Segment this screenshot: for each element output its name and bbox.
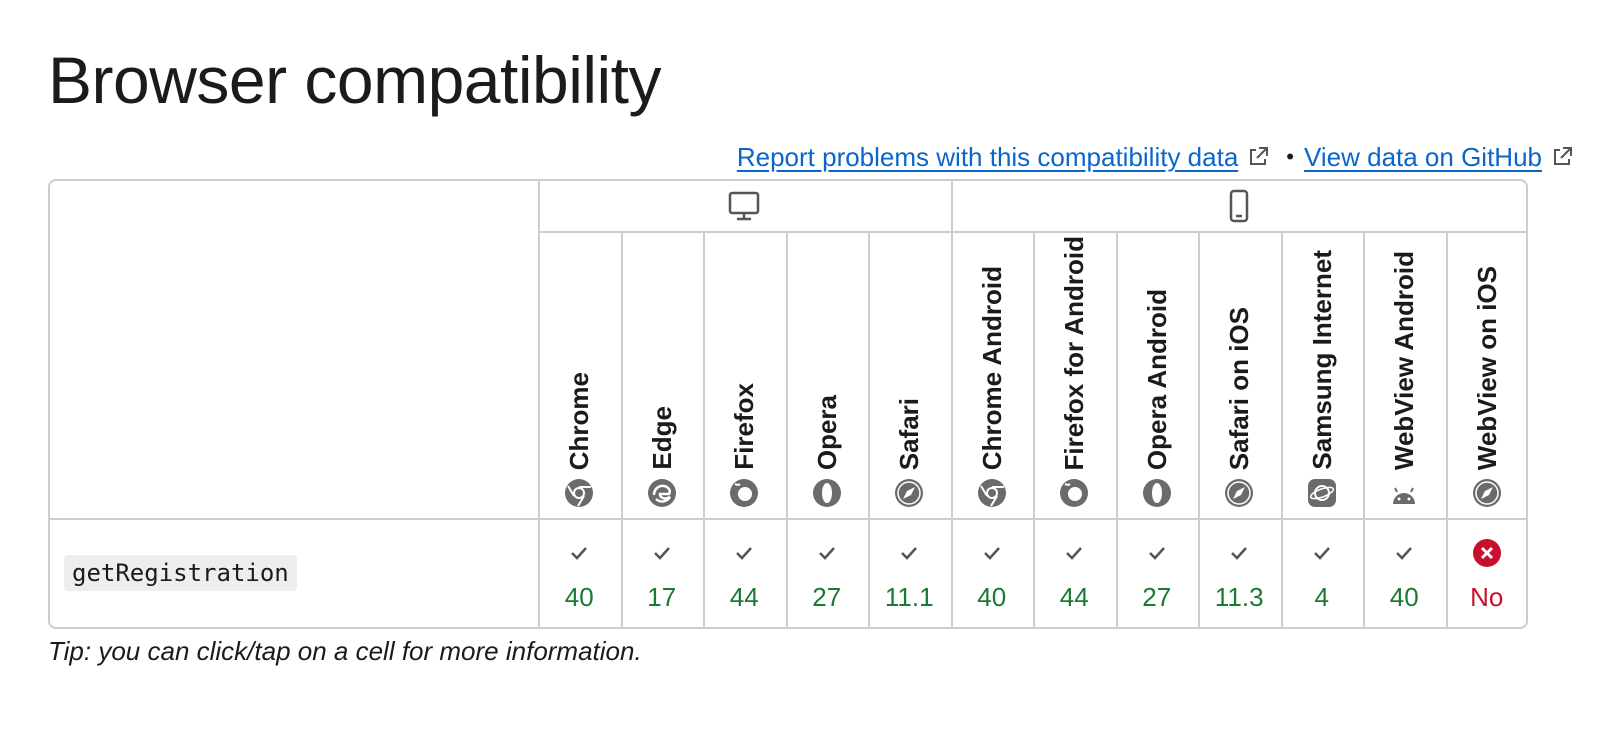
support-cell[interactable]: 11.3 xyxy=(1198,520,1281,627)
version-label: 40 xyxy=(1389,582,1419,612)
version-label: 11.3 xyxy=(1214,582,1264,612)
page-title: Browser compatibility xyxy=(48,43,662,117)
opera-icon xyxy=(812,479,841,507)
check-icon xyxy=(653,547,670,560)
browser-name: Opera xyxy=(811,394,842,470)
browser-header-firefox: Firefox xyxy=(703,231,786,518)
check-icon xyxy=(983,547,1000,560)
feature-name[interactable]: getRegistration xyxy=(64,555,297,591)
browser-header-opera-android: Opera Android xyxy=(1116,231,1199,518)
check-icon xyxy=(571,547,588,560)
firefox-icon xyxy=(730,479,759,507)
browser-name: Safari xyxy=(894,397,925,470)
external-link-icon xyxy=(1250,147,1269,165)
table-divider xyxy=(1363,231,1365,627)
browser-name: Chrome Android xyxy=(976,265,1007,470)
browser-header-opera: Opera xyxy=(786,231,869,518)
browser-name: Samsung Internet xyxy=(1306,250,1337,470)
table-divider xyxy=(785,231,788,627)
browser-name: Safari on iOS xyxy=(1224,306,1255,470)
version-label: 27 xyxy=(1142,582,1172,612)
table-divider xyxy=(1033,231,1035,627)
chrome-icon xyxy=(977,479,1006,507)
table-divider xyxy=(703,231,705,627)
table-divider xyxy=(1445,231,1448,627)
safari-icon xyxy=(1225,479,1254,507)
version-label: 44 xyxy=(729,582,759,612)
support-cell[interactable]: 27 xyxy=(786,520,869,627)
safari-icon xyxy=(895,479,924,507)
browser-header-samsung-internet: Samsung Internet xyxy=(1281,231,1364,518)
check-icon xyxy=(1066,547,1083,560)
check-icon xyxy=(1313,547,1330,560)
check-icon xyxy=(901,547,918,560)
version-label: 40 xyxy=(977,582,1007,612)
view-github-link[interactable]: View data on GitHub xyxy=(1304,142,1542,172)
support-cell[interactable]: No xyxy=(1446,520,1527,627)
support-cell[interactable]: 40 xyxy=(538,520,621,627)
chrome-icon xyxy=(565,479,594,507)
table-divider xyxy=(538,181,540,627)
support-cell[interactable]: 40 xyxy=(951,520,1034,627)
mobile-icon xyxy=(1229,189,1249,223)
browser-header-chrome-android: Chrome Android xyxy=(951,231,1034,518)
browser-name: Chrome xyxy=(564,371,595,470)
browser-header-webview-on-ios: WebView on iOS xyxy=(1446,231,1527,518)
table-divider xyxy=(620,231,623,627)
browser-name: WebView Android xyxy=(1389,250,1420,470)
check-icon xyxy=(1231,547,1248,560)
table-divider xyxy=(1115,231,1118,627)
compat-table: getRegistration Chrome 40 Edge 17 Firefox 44 O… xyxy=(48,179,1528,629)
external-link-icon xyxy=(1554,147,1572,165)
android-icon xyxy=(1393,487,1416,504)
support-cell[interactable]: 4 xyxy=(1281,520,1364,627)
version-label: 4 xyxy=(1314,582,1329,612)
version-label: 40 xyxy=(564,582,594,612)
opera-icon xyxy=(1142,479,1171,507)
check-icon xyxy=(1396,547,1413,560)
browser-header-firefox-for-android: Firefox for Android xyxy=(1033,231,1116,518)
firefox-icon xyxy=(1060,479,1089,507)
browser-header-edge: Edge xyxy=(621,231,704,518)
browser-header-safari: Safari xyxy=(868,231,951,518)
check-icon xyxy=(1148,547,1165,560)
tip-text: Tip: you can click/tap on a cell for mor… xyxy=(48,636,642,666)
support-cell[interactable]: 27 xyxy=(1116,520,1199,627)
browser-name: Firefox xyxy=(729,383,760,470)
table-divider xyxy=(868,231,870,627)
check-icon xyxy=(736,547,753,560)
browser-name: WebView on iOS xyxy=(1471,265,1502,470)
version-label: 17 xyxy=(647,582,677,612)
version-label: 44 xyxy=(1059,582,1089,612)
browser-name: Opera Android xyxy=(1141,288,1172,470)
support-cell[interactable]: 40 xyxy=(1363,520,1446,627)
browser-name: Firefox for Android xyxy=(1059,235,1090,470)
table-divider xyxy=(1280,231,1283,627)
report-problems-link[interactable]: Report problems with this compatibility … xyxy=(736,142,1239,172)
browser-header-chrome: Chrome xyxy=(538,231,621,518)
browser-header-webview-android: WebView Android xyxy=(1363,231,1446,518)
support-cell[interactable]: 44 xyxy=(703,520,786,627)
version-label: 27 xyxy=(812,582,842,612)
browser-name: Edge xyxy=(646,406,677,470)
browser-header-safari-on-ios: Safari on iOS xyxy=(1198,231,1281,518)
compat-links: Report problems with this compatibility … xyxy=(737,142,1580,172)
table-divider xyxy=(538,231,1526,233)
check-icon xyxy=(818,547,835,560)
samsung-internet-icon xyxy=(1307,479,1336,507)
link-separator: • xyxy=(1286,144,1294,169)
safari-icon xyxy=(1472,479,1501,507)
support-cell[interactable]: 17 xyxy=(621,520,704,627)
table-divider xyxy=(950,181,953,627)
support-cell[interactable]: 44 xyxy=(1033,520,1116,627)
version-label: 11.1 xyxy=(884,582,934,612)
table-divider xyxy=(1198,231,1200,627)
support-cell[interactable]: 11.1 xyxy=(868,520,951,627)
version-label: No xyxy=(1470,582,1504,612)
edge-icon xyxy=(647,479,676,507)
desktop-icon xyxy=(728,191,760,221)
table-divider xyxy=(50,518,1526,520)
cross-icon xyxy=(1472,539,1501,567)
